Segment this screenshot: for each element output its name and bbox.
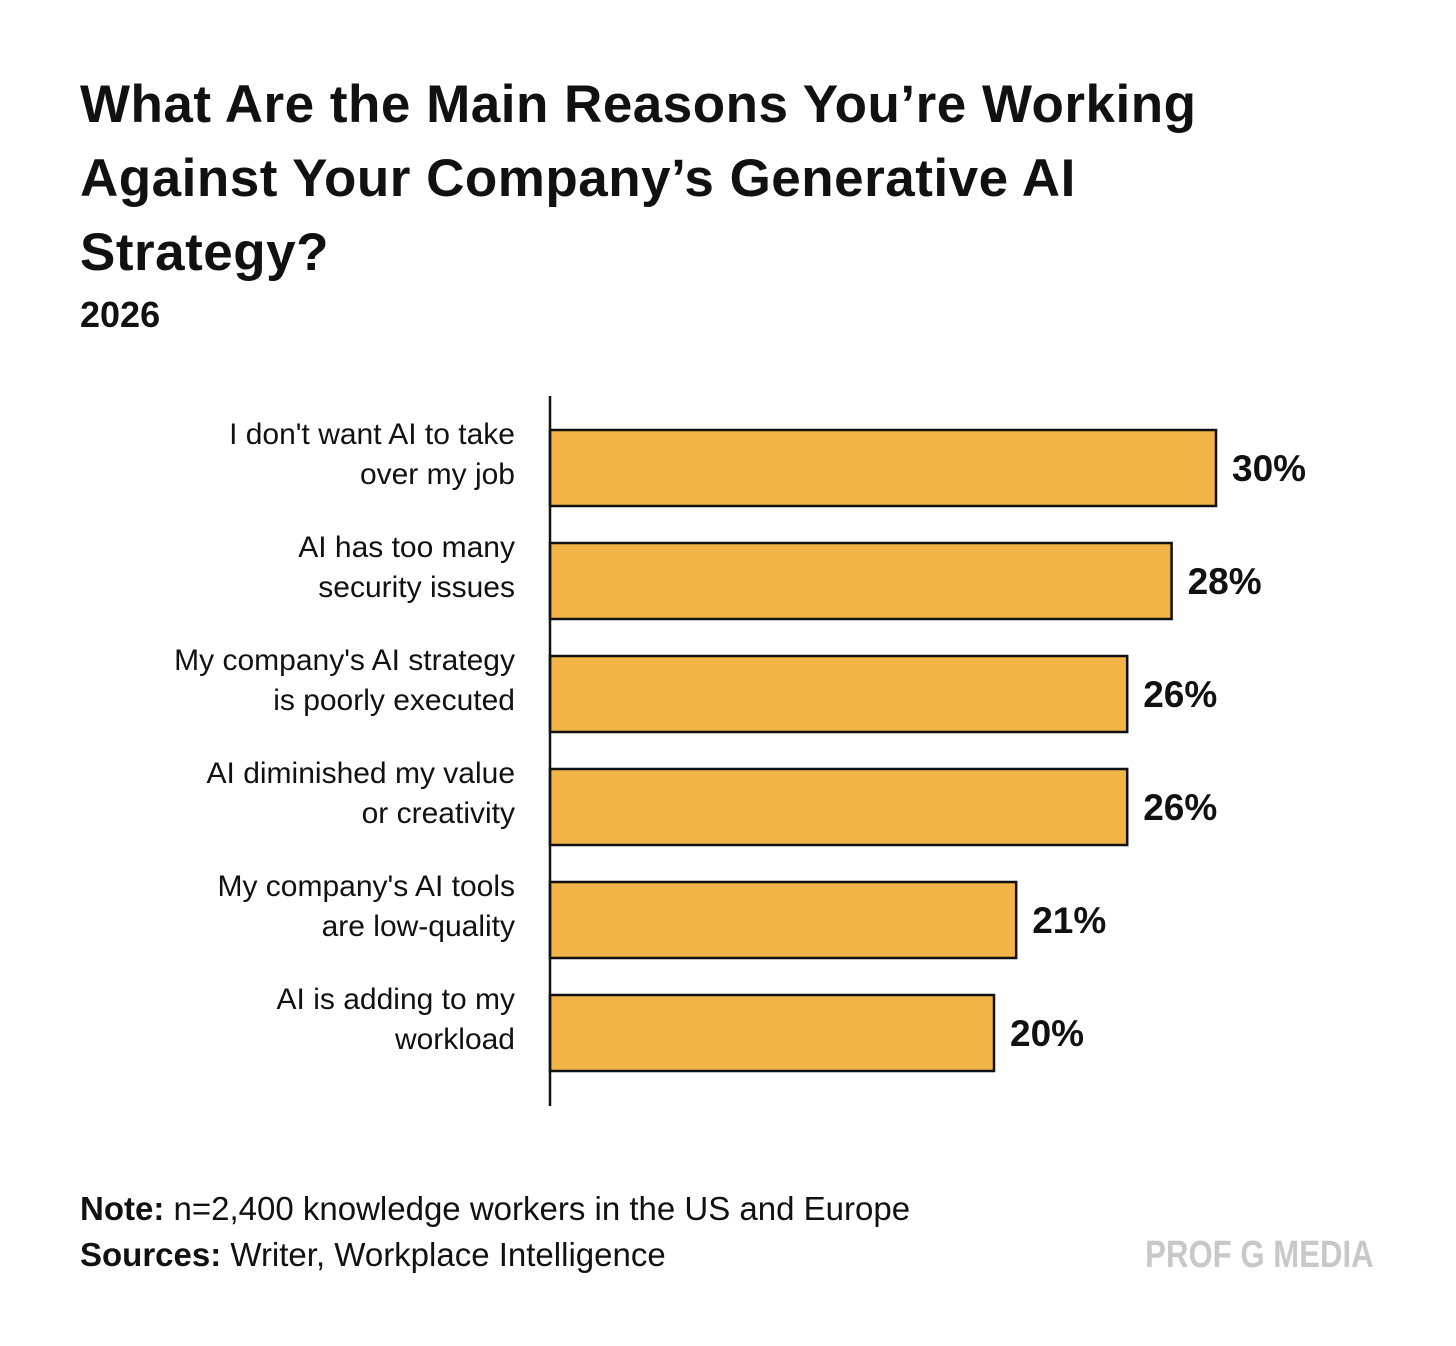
category-label-5: AI is adding to my workload xyxy=(277,983,515,1056)
chart-title: What Are the Main Reasons You’re Working… xyxy=(80,75,1197,282)
bar-2 xyxy=(548,654,1129,734)
sources-line: Sources: Writer, Workplace Intelligence xyxy=(80,1232,910,1278)
note-label: Note: xyxy=(80,1190,165,1227)
note-text: n=2,400 knowledge workers in the US and … xyxy=(164,1190,911,1227)
category-label-3: AI diminished my value or creativity xyxy=(207,757,515,830)
value-label-2: 26% xyxy=(1143,674,1217,715)
note-line: Note: n=2,400 knowledge workers in the U… xyxy=(80,1186,910,1232)
bar-chart: 30% I don't want AI to take over my job 28%… xyxy=(174,396,1306,1106)
value-label-4: 21% xyxy=(1032,900,1106,941)
bar-5 xyxy=(548,993,996,1073)
footer: Note: n=2,400 knowledge workers in the U… xyxy=(80,1186,910,1278)
bar-3 xyxy=(548,767,1129,847)
value-label-1: 28% xyxy=(1188,561,1262,602)
bar-1 xyxy=(548,541,1173,621)
value-label-3: 26% xyxy=(1143,787,1217,828)
category-label-0: I don't want AI to take over my job xyxy=(229,418,515,491)
value-label-0: 30% xyxy=(1232,448,1306,489)
sources-text: Writer, Workplace Intelligence xyxy=(221,1236,666,1273)
brand-logo: PROF G MEDIA xyxy=(1145,1234,1374,1276)
value-label-5: 20% xyxy=(1010,1013,1084,1054)
category-label-1: AI has too many security issues xyxy=(298,531,515,604)
category-label-2: My company's AI strategy is poorly execut… xyxy=(174,644,515,717)
sources-label: Sources: xyxy=(80,1236,222,1273)
bar-0 xyxy=(548,428,1218,508)
category-label-4: My company's AI tools are low-quality xyxy=(217,870,515,943)
bar-4 xyxy=(548,880,1018,960)
chart-subtitle: 2026 xyxy=(80,294,161,335)
